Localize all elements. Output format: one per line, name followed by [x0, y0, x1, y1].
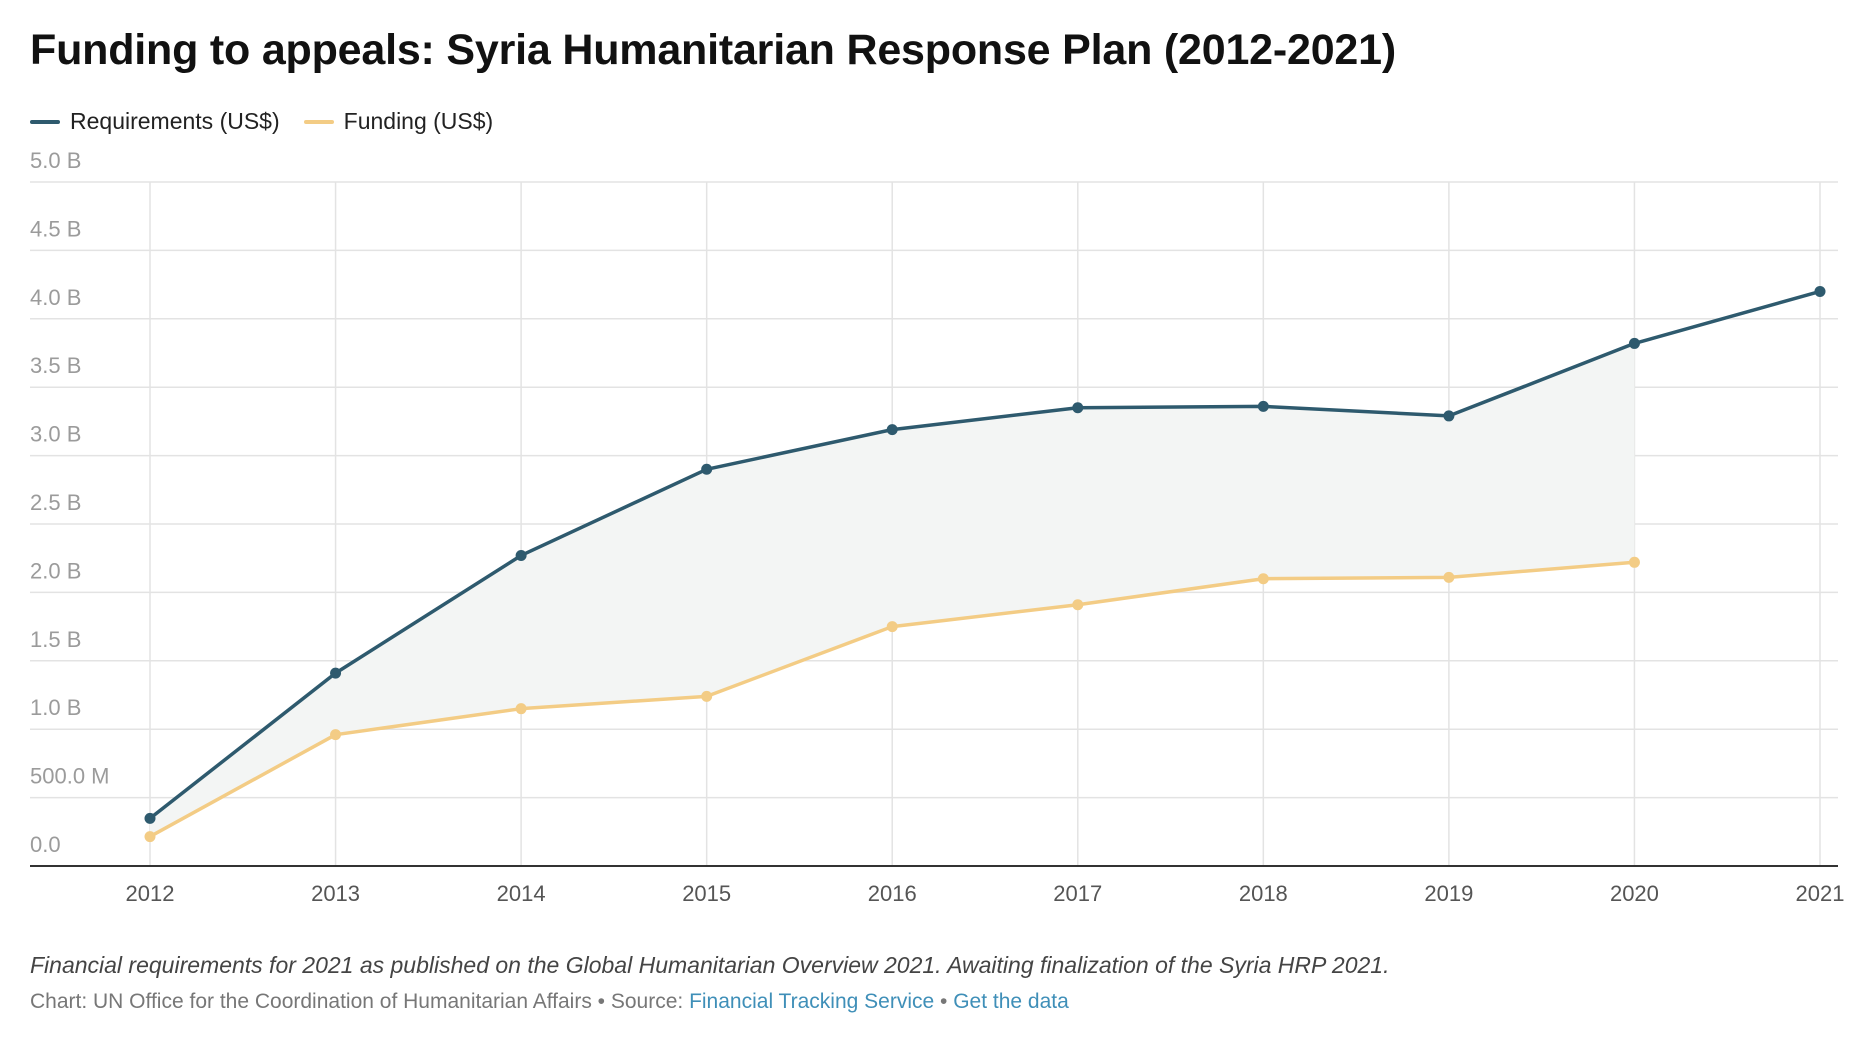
source-link[interactable]: Financial Tracking Service [689, 990, 935, 1013]
legend-swatch-requirements [30, 119, 60, 124]
credits-text: Chart: UN Office for the Coordination of… [30, 990, 690, 1013]
data-point-funding [1072, 599, 1084, 611]
data-point-funding [1443, 571, 1455, 583]
data-point-requirements [701, 463, 713, 475]
data-point-requirements [1257, 400, 1269, 412]
y-tick-label: 4.0 B [30, 285, 81, 310]
data-point-funding [701, 690, 713, 702]
legend-label-funding: Funding (US$) [343, 108, 494, 134]
y-tick-label: 1.5 B [30, 627, 81, 652]
y-tick-label: 500.0 M [30, 764, 110, 789]
data-point-funding [886, 621, 898, 633]
data-point-requirements [1814, 285, 1826, 297]
get-data-link[interactable]: Get the data [953, 990, 1069, 1013]
x-tick-label: 2021 [1796, 881, 1845, 906]
legend-item-funding: Funding (US$) [303, 108, 494, 135]
credits-separator: • [934, 990, 954, 1013]
data-point-requirements [1628, 337, 1640, 349]
y-tick-label: 3.5 B [30, 353, 81, 378]
x-tick-label: 2017 [1053, 881, 1102, 906]
chart-legend: Requirements (US$) Funding (US$) [30, 108, 517, 135]
y-tick-label: 1.0 B [30, 695, 81, 720]
y-tick-label: 5.0 B [30, 148, 81, 173]
legend-item-requirements: Requirements (US$) [30, 108, 280, 135]
y-tick-label: 2.5 B [30, 490, 81, 515]
x-tick-label: 2013 [311, 881, 360, 906]
legend-swatch-funding [303, 119, 334, 124]
data-point-requirements [515, 549, 527, 561]
x-tick-label: 2014 [497, 881, 546, 906]
x-tick-label: 2019 [1424, 881, 1473, 906]
data-point-funding [1257, 573, 1269, 585]
y-tick-label: 2.0 B [30, 558, 81, 583]
x-tick-label: 2018 [1239, 881, 1288, 906]
x-tick-label: 2020 [1610, 881, 1659, 906]
x-tick-label: 2015 [682, 881, 731, 906]
data-point-funding [144, 831, 156, 843]
data-point-requirements [1443, 410, 1455, 422]
chart-notes: Financial requirements for 2021 as publi… [30, 952, 1390, 978]
line-chart: 0.0 500.0 M 1.0 B 1.5 B 2.0 B 2.5 B 3.0 B 3.5 B… [30, 148, 1845, 906]
x-tick-label: 2016 [868, 881, 917, 906]
data-point-requirements [144, 812, 156, 824]
y-tick-label: 3.0 B [30, 422, 81, 447]
range-band [150, 343, 1635, 837]
y-tick-label: 0.0 [30, 832, 61, 857]
data-point-requirements [886, 424, 898, 436]
y-tick-label: 4.5 B [30, 216, 81, 241]
data-point-requirements [1072, 402, 1084, 414]
data-point-requirements [330, 667, 342, 679]
series-line-requirements [148, 289, 1822, 821]
data-point-funding [515, 703, 527, 715]
legend-label-requirements: Requirements (US$) [70, 108, 280, 134]
chart-credits: Chart: UN Office for the Coordination of… [30, 990, 1069, 1014]
chart-title: Funding to appeals: Syria Humanitarian R… [30, 26, 1396, 74]
data-point-funding [1628, 556, 1640, 568]
data-point-funding [330, 729, 342, 741]
x-tick-label: 2012 [126, 881, 175, 906]
